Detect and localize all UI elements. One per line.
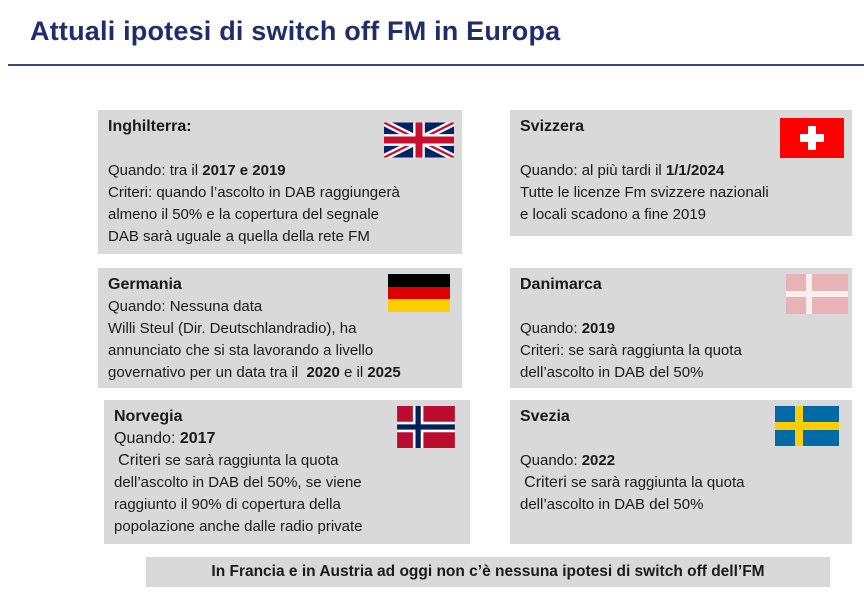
criteria-line: Willi Steul (Dir. Deutschlandradio), ha <box>108 320 357 337</box>
when-line: Quando: al più tardi il 1/1/2024 <box>520 162 725 179</box>
danish-flag-icon <box>786 274 848 314</box>
criteria-line: Criteri se sarà raggiunta la quota <box>118 452 339 469</box>
card-norvegia: Norvegia Quando: 2017 Criteri se sarà ra… <box>104 400 470 544</box>
country-name: Germania <box>108 276 182 293</box>
criteria-line: e locali scadono a fine 2019 <box>520 206 706 223</box>
criteria-line: almeno il 50% e la copertura del segnale <box>108 206 380 223</box>
when-line: Quando: 2017 <box>114 430 216 447</box>
card-germania: Germania Quando: Nessuna data Willi Steu… <box>98 268 462 388</box>
criteria-line: raggiunto il 90% di copertura della <box>114 496 341 513</box>
criteria-line: Criteri: se sarà raggiunta la quota <box>520 342 742 359</box>
country-name: Norvegia <box>114 408 183 425</box>
country-name: Inghilterra: <box>108 118 192 135</box>
swedish-flag-icon <box>775 406 839 446</box>
criteria-line: Tutte le licenze Fm svizzere nazionali <box>520 184 769 201</box>
card-danimarca: Danimarca Quando: 2019 Criteri: se sarà … <box>510 268 852 388</box>
card-svezia: Svezia Quando: 2022 Criteri se sarà ragg… <box>510 400 852 544</box>
card-inghilterra: Inghilterra: Quando: tra il 2017 e 2019 … <box>98 110 462 254</box>
criteria-line: dell’ascolto in DAB del 50%, se viene <box>114 474 362 491</box>
when-line: Quando: 2022 <box>520 452 616 469</box>
page-title: Attuali ipotesi di switch off FM in Euro… <box>30 16 561 46</box>
criteria-line: popolazione anche dalle radio private <box>114 518 363 535</box>
criteria-line: DAB sarà uguale a quella della rete FM <box>108 228 370 245</box>
german-flag-icon <box>388 274 450 312</box>
criteria-line: annunciato che si sta lavorando a livell… <box>108 342 374 359</box>
uk-flag-icon <box>384 122 454 158</box>
footer-note: In Francia e in Austria ad oggi non c’è … <box>146 557 830 587</box>
when-line: Quando: tra il 2017 e 2019 <box>108 162 286 179</box>
card-svizzera: Svizzera Quando: al più tardi il 1/1/202… <box>510 110 852 236</box>
country-name: Svizzera <box>520 118 585 135</box>
criteria-line: Criteri se sarà raggiunta la quota <box>524 474 745 491</box>
criteria-line: Criteri: quando l’ascolto in DAB raggiun… <box>108 184 400 201</box>
swiss-flag-icon <box>780 118 844 158</box>
title-divider <box>8 64 864 66</box>
country-name: Svezia <box>520 408 570 425</box>
criteria-line: governativo per un data tra il 2020 e il… <box>108 364 401 381</box>
criteria-line: dell’ascolto in DAB del 50% <box>520 364 704 381</box>
norwegian-flag-icon <box>397 406 455 448</box>
when-line: Quando: 2019 <box>520 320 616 337</box>
when-line: Quando: Nessuna data <box>108 298 263 315</box>
criteria-line: dell’ascolto in DAB del 50% <box>520 496 704 513</box>
country-name: Danimarca <box>520 276 602 293</box>
